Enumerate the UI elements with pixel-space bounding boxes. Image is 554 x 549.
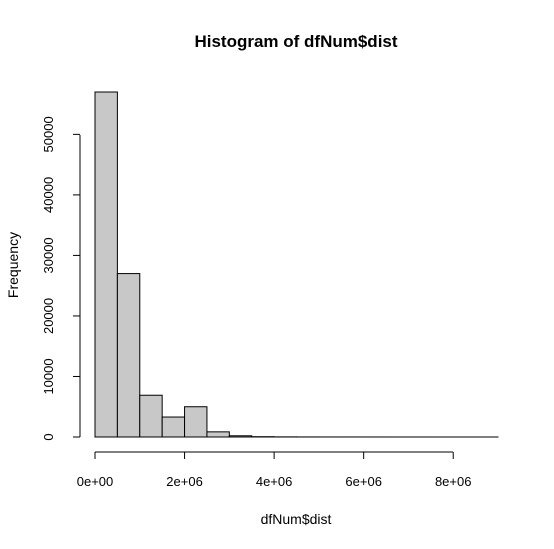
y-tick-label-4: 40000	[41, 177, 56, 213]
y-tick-label-3: 30000	[41, 237, 56, 273]
x-tick-label-2: 4e+06	[256, 474, 293, 489]
x-axis: 0e+00 2e+06 4e+06 6e+06 8e+06	[77, 451, 472, 489]
histogram-bar-1	[116, 273, 141, 438]
y-tick-label-1: 10000	[41, 358, 56, 394]
y-tick-label-5: 50000	[41, 116, 56, 152]
histogram-bar-5	[206, 431, 230, 438]
histogram-bar-6	[228, 435, 253, 438]
x-tick-label-4: 8e+06	[435, 474, 472, 489]
y-tick-label-0: 0	[41, 433, 56, 440]
chart-title: Histogram of dfNum$dist	[194, 32, 397, 51]
y-axis-label: Frequency	[5, 232, 21, 298]
x-tick-label-0: 0e+00	[77, 474, 114, 489]
x-tick-label-3: 6e+06	[345, 474, 382, 489]
x-axis-label: dfNum$dist	[261, 511, 332, 527]
histogram-bar-3	[161, 416, 186, 438]
histogram-bar-0	[94, 91, 118, 438]
x-tick-label-1: 2e+06	[166, 474, 203, 489]
y-tick-label-2: 20000	[41, 298, 56, 334]
bars-group	[94, 91, 499, 438]
histogram-bar-4	[184, 406, 208, 438]
histogram-bar-2	[139, 394, 163, 438]
y-axis: 0 10000 20000 30000 40000 50000	[41, 116, 81, 441]
